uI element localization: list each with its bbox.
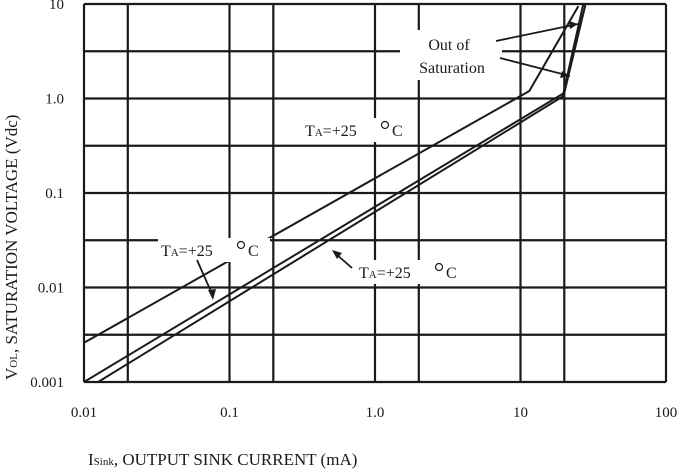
y-tick-label: 0.01	[38, 281, 64, 297]
ta-top-sub: A	[315, 127, 323, 139]
ta-left-unit: C	[248, 243, 259, 260]
saturation-label-bg	[400, 30, 502, 80]
ta-left-value: =+25	[179, 243, 213, 260]
y-tick-label: 0.001	[30, 375, 64, 391]
y-axis-title-sub: OL	[8, 353, 20, 368]
ta-top-t: T	[305, 123, 315, 140]
y-tick-label: 10	[49, 0, 64, 13]
x-tick-label: 10	[513, 405, 528, 421]
saturation-arrowhead-lower	[560, 71, 570, 78]
ta-left-t: T	[161, 243, 171, 260]
ta-right-value: =+25	[377, 265, 411, 282]
ta-left-sub: A	[171, 247, 179, 259]
ta-left-arrowhead	[208, 289, 216, 300]
series-line-1	[83, 5, 580, 344]
ta-label-right-text: TA=+25	[359, 265, 411, 282]
x-axis-title: ISink, OUTPUT SINK CURRENT (mA)	[88, 450, 357, 469]
x-axis-title-sub: Sink	[94, 456, 115, 468]
saturation-arrow-upper	[495, 23, 579, 42]
y-tick-label: 1.0	[45, 92, 64, 108]
x-tick-label: 100	[655, 405, 678, 421]
saturation-label-line2: Saturation	[419, 60, 485, 77]
ta-label-left: TA=+25 C	[158, 238, 270, 300]
y-axis-title-rest: , SATURATION VOLTAGE (Vdc)	[2, 115, 21, 354]
ta-right-sub: A	[369, 269, 377, 281]
x-tick-label: 0.1	[220, 405, 239, 421]
ta-label-top-bg	[302, 118, 414, 142]
ta-label-right: TA=+25 C	[332, 250, 468, 284]
y-tick-label: 0.1	[45, 186, 64, 202]
ta-label-left-text: TA=+25	[161, 243, 213, 260]
x-axis-title-rest: , OUTPUT SINK CURRENT (mA)	[114, 450, 358, 469]
saturation-annotation: Out of Saturation	[400, 21, 579, 80]
x-tick-label: 0.01	[71, 405, 97, 421]
ta-label-top: TA=+25 C	[302, 118, 414, 142]
x-axis-title-main: I	[88, 450, 94, 469]
degree-symbol-left	[236, 240, 246, 250]
degree-symbol-top	[380, 120, 390, 130]
ta-label-top-text: TA=+25	[305, 123, 357, 140]
ta-right-arrowhead	[332, 250, 342, 259]
ta-label-right-bg	[356, 260, 468, 284]
ta-top-unit: C	[392, 123, 403, 140]
series-line-3	[97, 3, 585, 383]
ta-right-t: T	[359, 265, 369, 282]
tick-labels: 0.01 0.1 1.0 10 100 0.001 0.01 0.1 1.0 10	[30, 0, 677, 421]
ta-top-value: =+25	[323, 123, 357, 140]
saturation-label-line1: Out of	[428, 37, 470, 54]
ta-label-left-bg	[158, 238, 270, 262]
ta-right-unit: C	[446, 265, 457, 282]
y-axis-title-main: V	[2, 367, 21, 380]
degree-symbol-right	[434, 262, 444, 272]
saturation-arrowhead-upper	[569, 21, 578, 29]
grid	[82, 2, 668, 384]
saturation-arrow-lower	[499, 57, 571, 77]
y-axis-title: VOL, SATURATION VOLTAGE (Vdc)	[2, 115, 21, 380]
x-tick-label: 1.0	[366, 405, 385, 421]
